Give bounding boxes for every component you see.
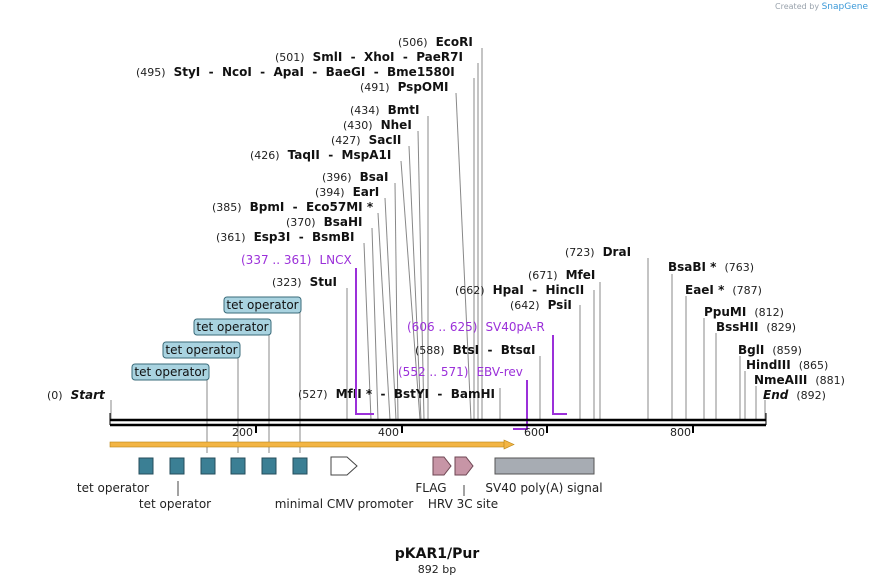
site-bsai: (396) BsaI	[322, 170, 388, 184]
plasmid-title: pKAR1/Pur	[395, 546, 480, 562]
flag-arrow	[432, 456, 452, 476]
tet-operator-boxes: tet operator tet operator tet operator t…	[131, 296, 302, 381]
tick-400: 400	[378, 426, 399, 439]
primer-sv40pa-r-arrow	[552, 335, 567, 415]
feature-label-tet-operator-2: tet operator	[139, 497, 211, 511]
hrv-3c-site-arrow	[454, 456, 474, 476]
site-sacii: (427) SacII	[331, 133, 401, 147]
tet-box-1	[131, 363, 210, 381]
site-esp3i-bsmbi: (361) Esp3I - BsmBI	[216, 230, 354, 244]
feature-label-flag: FLAG	[415, 481, 446, 495]
site-psii: (642) PsiI	[510, 298, 572, 312]
tet-operator-feature-6	[292, 457, 308, 475]
tet-box-4	[223, 296, 302, 314]
tet-operator-feature-4	[230, 457, 246, 475]
sv40-polya-signal-box	[494, 457, 595, 475]
snapgene-watermark: Created by SnapGene	[775, 2, 868, 12]
site-eaei: EaeI * (787)	[685, 283, 762, 297]
tet-operator-feature-1	[138, 457, 154, 475]
site-taqii-mspa1i: (426) TaqII - MspA1I	[250, 148, 391, 162]
feature-label-sv40-polya: SV40 poly(A) signal	[485, 481, 602, 495]
tet-box-2-label: tet operator	[165, 343, 237, 357]
site-bsabi: BsaBI * (763)	[668, 260, 754, 274]
site-mfli-bstyi-bamhi: (527) MfII * - BstYI - BamHI	[298, 387, 495, 401]
tet-box-3-label: tet operator	[196, 320, 268, 334]
tet-box-1-label: tet operator	[134, 365, 206, 379]
feature-label-tet-operator-1: tet operator	[77, 481, 149, 495]
tet-operator-feature-5	[261, 457, 277, 475]
site-drai: (723) DraI	[565, 245, 631, 259]
site-hindiii: HindIII (865)	[746, 358, 828, 372]
tet-operator-feature-3	[200, 457, 216, 475]
orf-arrow	[109, 439, 515, 450]
site-ecori: (506) EcoRI	[398, 35, 473, 49]
site-bgli: BglI (859)	[738, 343, 802, 357]
site-smli-xhoi-paer7i: (501) SmlI - XhoI - PaeR7I	[275, 50, 463, 64]
feature-label-hrv-3c: HRV 3C site	[428, 497, 498, 511]
site-bmti: (434) BmtI	[350, 103, 419, 117]
tick-200: 200	[232, 426, 253, 439]
features	[138, 456, 595, 476]
primer-ebv-rev-arrow	[513, 380, 528, 430]
snapgene-logo-text: SnapGene	[821, 2, 868, 12]
tet-operator-feature-2	[169, 457, 185, 475]
dna-backbone	[109, 413, 767, 427]
site-bsshii: BssHII (829)	[716, 320, 796, 334]
site-btsi: (588) BtsI - BtsαI	[415, 343, 536, 357]
site-styi-group: (495) StyI - NcoI - ApaI - BaeGI - Bme158…	[136, 65, 455, 79]
feature-label-minimal-cmv: minimal CMV promoter	[275, 497, 414, 511]
plasmid-length: 892 bp	[418, 563, 456, 576]
site-bsahi: (370) BsaHI	[286, 215, 363, 229]
site-bpmi-eco57mi: (385) BpmI - Eco57MI *	[212, 200, 374, 214]
site-stui: (323) StuI	[272, 275, 337, 289]
feature-labels: tet operator tet operator minimal CMV pr…	[77, 481, 603, 511]
site-nhei: (430) NheI	[343, 118, 412, 132]
site-pspomi: (491) PspOMI	[360, 80, 449, 94]
site-leader-lines	[110, 48, 766, 453]
site-end: End (892)	[763, 388, 826, 402]
site-hpai-hincii: (662) HpaI - HincII	[455, 283, 584, 297]
site-ppumi: PpuMI (812)	[704, 305, 784, 319]
site-start: (0) Start	[47, 388, 106, 402]
restriction-sites: (0) Start End (892) (506) EcoRI (501) SmlI -…	[47, 35, 845, 402]
minimal-cmv-promoter-arrow	[330, 456, 358, 476]
tet-box-4-label: tet operator	[226, 298, 298, 312]
site-nmeaiii: NmeAIII (881)	[754, 373, 845, 387]
scale-ticks: 200 400 600 800	[232, 426, 694, 439]
primers: (337 .. 361) LNCX (606 .. 625) SV40pA-R (5…	[241, 253, 567, 430]
site-eari: (394) EarI	[315, 185, 379, 199]
tet-box-2	[162, 341, 241, 359]
primer-lncx-label: (337 .. 361) LNCX	[241, 253, 352, 267]
primer-ebv-rev-label: (552 .. 571) EBV-rev	[398, 365, 523, 379]
tet-box-3	[193, 318, 272, 336]
tick-800: 800	[670, 426, 691, 439]
primer-sv40pa-r-label: (606 .. 625) SV40pA-R	[407, 320, 545, 334]
primer-lncx-arrow	[355, 268, 374, 415]
tick-600: 600	[524, 426, 545, 439]
site-mfei: (671) MfeI	[528, 268, 595, 282]
